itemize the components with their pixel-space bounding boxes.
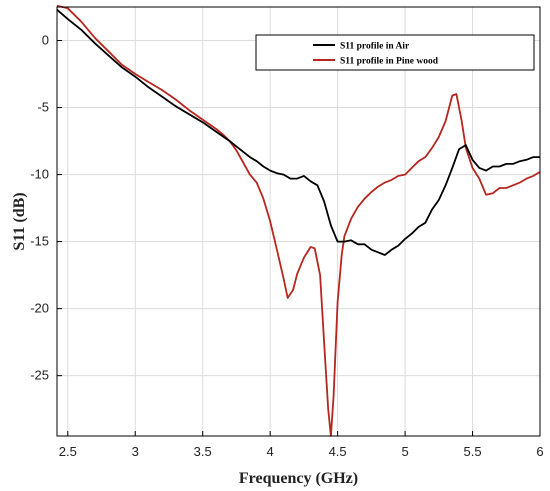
x-tick-label: 3.5: [194, 444, 212, 459]
y-tick-label: 0: [42, 33, 49, 48]
x-axis-title: Frequency (GHz): [239, 470, 358, 487]
x-tick-label: 3: [132, 444, 139, 459]
x-tick-label: 5: [401, 444, 408, 459]
x-tick-label: 5.5: [464, 444, 482, 459]
legend-box: [255, 34, 535, 71]
x-tick-label: 4: [267, 444, 274, 459]
x-tick-label: 2.5: [59, 444, 77, 459]
series-line: [56, 9, 540, 256]
y-tick-label: -10: [30, 167, 49, 182]
legend-label: S11 profile in Air: [340, 42, 410, 52]
plot-lines: [56, 4, 541, 437]
y-tick-label: -20: [30, 301, 49, 316]
y-tick-label: -15: [30, 234, 49, 249]
x-tick-label: 4.5: [329, 444, 347, 459]
x-tick-label: 6: [536, 444, 543, 459]
y-axis-title: S11 (dB): [11, 192, 28, 250]
y-tick-label: -5: [37, 100, 49, 115]
plot-frame: [56, 6, 541, 437]
legend-label: S11 profile in Pine wood: [340, 57, 439, 67]
y-tick-label: -25: [30, 368, 49, 383]
series-line: [56, 4, 541, 437]
legend: S11 profile in Air S11 profile in Pine wo…: [255, 34, 535, 71]
ticks: 2.5 3 3.5 4 4.5 5 5.5 6 0 -5 -10 -15 -20 -25: [30, 33, 543, 459]
